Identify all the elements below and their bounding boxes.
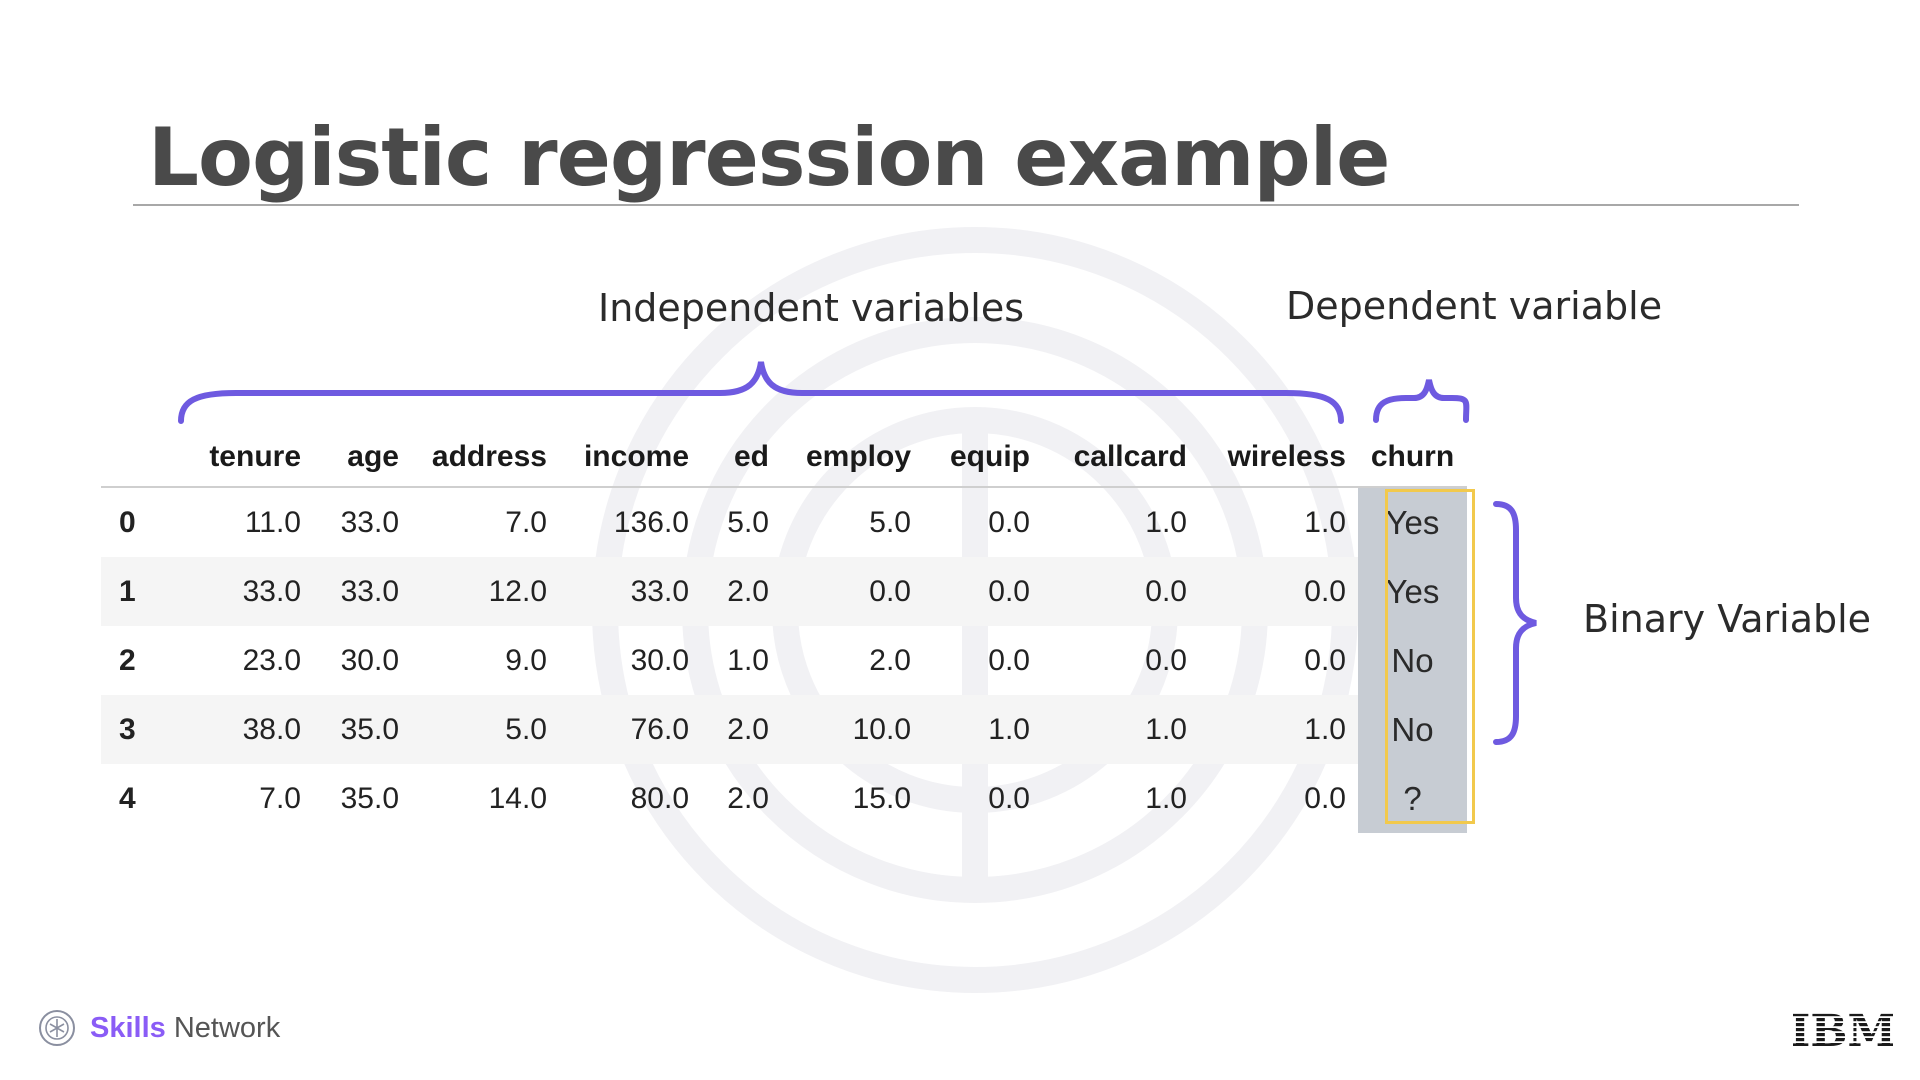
cell-income: 80.0 — [630, 781, 689, 815]
skills-network-brand: Skills Network — [38, 1009, 280, 1047]
header-address: address — [411, 428, 559, 488]
cell-equip: 0.0 — [988, 643, 1030, 677]
cell-tenure: 33.0 — [181, 557, 313, 626]
cell-ed: 2.0 — [701, 557, 781, 626]
table-body: 0 11.0 33.0 7.0 136.0 5.0 5.0 0.0 1.0 1.0 Yes 1 33.0… — [101, 487, 1467, 833]
cell-income: 76.0 — [559, 695, 701, 764]
data-table-wrapper: tenure age address income ed employ equi… — [101, 428, 1467, 833]
header-ed: ed — [701, 428, 781, 488]
cell-tenure: 11.0 — [244, 505, 301, 539]
cell-age: 35.0 — [340, 781, 399, 815]
cell-equip: 0.0 — [988, 505, 1030, 539]
cell-wireless: 0.0 — [1199, 557, 1358, 626]
cell-callcard: 1.0 — [1145, 781, 1187, 815]
cell-tenure: 23.0 — [242, 643, 301, 677]
cell-ed: 1.0 — [727, 643, 769, 677]
dependent-variable-label: Dependent variable — [1286, 284, 1663, 328]
page-title: Logistic regression example — [148, 111, 1390, 204]
independent-brace-icon — [178, 361, 1344, 424]
binary-variable-label: Binary Variable — [1583, 597, 1872, 641]
cell-employ: 2.0 — [869, 643, 911, 677]
cell-ed: 2.0 — [701, 695, 781, 764]
cell-wireless: 1.0 — [1304, 505, 1346, 539]
data-table: tenure age address income ed employ equi… — [101, 428, 1467, 833]
row-index: 3 — [101, 695, 181, 764]
table-row: 0 11.0 33.0 7.0 136.0 5.0 5.0 0.0 1.0 1.0 Yes — [101, 487, 1467, 557]
churn-cell: No — [1358, 626, 1467, 695]
header-employ: employ — [781, 428, 923, 488]
cell-age: 33.0 — [313, 557, 411, 626]
title-divider — [133, 204, 1799, 206]
churn-cell: No — [1358, 695, 1467, 764]
cell-income: 30.0 — [630, 643, 689, 677]
header-age: age — [313, 428, 411, 488]
row-index: 4 — [119, 781, 136, 815]
header-churn: churn — [1358, 428, 1467, 488]
cell-callcard: 0.0 — [1042, 557, 1199, 626]
ibm-logo-icon: IBM — [1793, 1008, 1893, 1050]
table-row: 2 23.0 30.0 9.0 30.0 1.0 2.0 0.0 0.0 0.0 No — [101, 626, 1467, 695]
cell-employ: 15.0 — [852, 781, 911, 815]
independent-variables-label: Independent variables — [598, 286, 1025, 330]
header-tenure: tenure — [181, 428, 313, 488]
cell-wireless: 1.0 — [1199, 695, 1358, 764]
table-row: 1 33.0 33.0 12.0 33.0 2.0 0.0 0.0 0.0 0.0 Yes — [101, 557, 1467, 626]
cell-tenure: 7.0 — [259, 781, 301, 815]
header-income: income — [559, 428, 701, 488]
cell-ed: 5.0 — [727, 505, 769, 539]
svg-text:IBM: IBM — [1793, 1008, 1893, 1050]
cell-employ: 5.0 — [869, 505, 911, 539]
dependent-brace-icon — [1373, 379, 1470, 423]
cell-address: 5.0 — [411, 695, 559, 764]
cell-equip: 0.0 — [923, 557, 1042, 626]
header-index — [101, 428, 181, 488]
header-equip: equip — [923, 428, 1042, 488]
cell-callcard: 0.0 — [1145, 643, 1187, 677]
header-wireless: wireless — [1199, 428, 1358, 488]
table-row: 4 7.0 35.0 14.0 80.0 2.0 15.0 0.0 1.0 0.0? — [101, 764, 1467, 833]
cell-wireless: 0.0 — [1304, 643, 1346, 677]
cell-age: 30.0 — [340, 643, 399, 677]
cell-address: 9.0 — [505, 643, 547, 677]
cell-ed: 2.0 — [727, 781, 769, 815]
cell-address: 14.0 — [488, 781, 547, 815]
churn-cell: ? — [1358, 764, 1467, 833]
skills-network-text: Skills Network — [90, 1011, 281, 1044]
cell-age: 33.0 — [340, 505, 399, 539]
cell-income: 33.0 — [559, 557, 701, 626]
row-index: 1 — [101, 557, 181, 626]
cell-callcard: 1.0 — [1145, 505, 1187, 539]
cell-income: 136.0 — [613, 505, 689, 539]
binary-brace-icon — [1493, 501, 1537, 745]
table-row: 3 38.0 35.0 5.0 76.0 2.0 10.0 1.0 1.0 1.0 No — [101, 695, 1467, 764]
cell-address: 12.0 — [411, 557, 559, 626]
cell-callcard: 1.0 — [1042, 695, 1199, 764]
cell-wireless: 0.0 — [1304, 781, 1346, 815]
table-header-row: tenure age address income ed employ equi… — [101, 428, 1467, 488]
churn-cell: Yes — [1358, 487, 1467, 557]
churn-cell: Yes — [1358, 557, 1467, 626]
cell-tenure: 38.0 — [181, 695, 313, 764]
cell-equip: 0.0 — [988, 781, 1030, 815]
cell-age: 35.0 — [313, 695, 411, 764]
row-index: 0 — [119, 505, 136, 539]
header-callcard: callcard — [1042, 428, 1199, 488]
skills-network-logo-icon — [39, 1010, 75, 1046]
row-index: 2 — [119, 643, 136, 677]
cell-equip: 1.0 — [923, 695, 1042, 764]
cell-employ: 0.0 — [781, 557, 923, 626]
cell-employ: 10.0 — [781, 695, 923, 764]
cell-address: 7.0 — [505, 505, 547, 539]
